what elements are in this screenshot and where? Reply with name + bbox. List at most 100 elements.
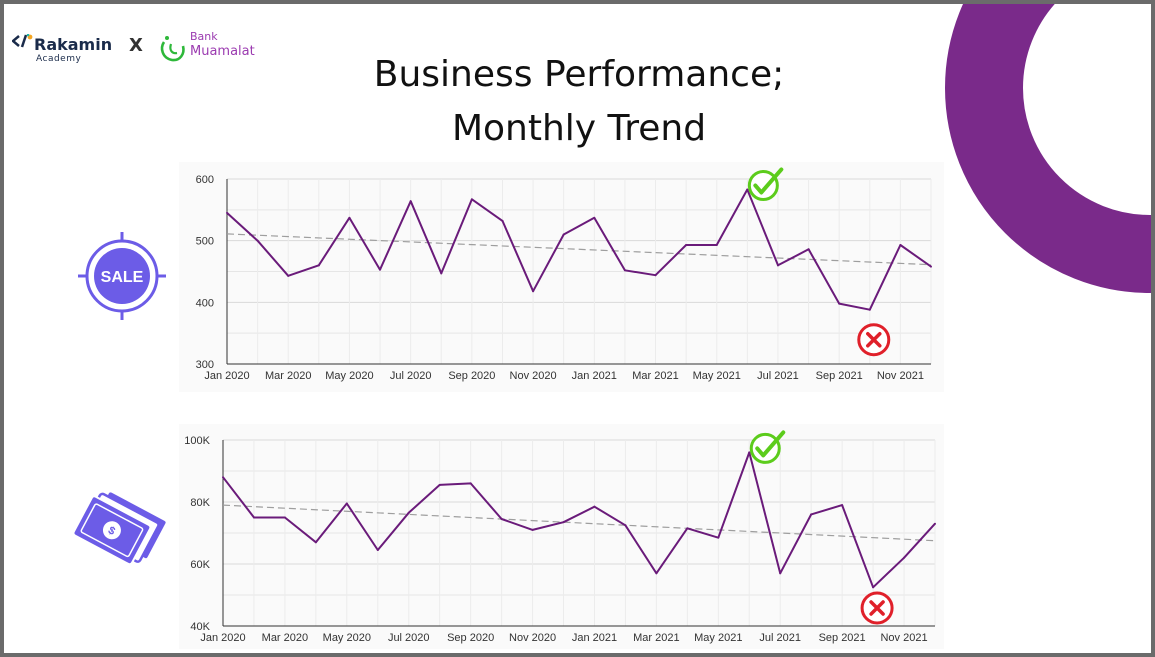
data-point	[500, 518, 503, 521]
x-tick-label: Mar 2020	[262, 632, 308, 644]
data-point	[686, 527, 689, 530]
x-tick-label: Mar 2020	[265, 370, 311, 382]
data-point	[317, 264, 320, 267]
brand2-line1: Bank	[190, 30, 218, 43]
data-point	[256, 239, 259, 242]
data-point	[531, 528, 534, 531]
data-point	[222, 476, 224, 479]
revenue-chart-panel: 40K 60K 80K 100K Jan 2020 Mar 2020 May 2020 Jul…	[179, 424, 944, 649]
y-tick-label: 600	[196, 174, 214, 186]
data-point	[501, 219, 504, 222]
data-point	[841, 504, 844, 507]
data-point	[685, 243, 688, 246]
money-bills-icon: $	[74, 490, 168, 566]
data-point	[779, 572, 782, 575]
x-tick-label: May 2021	[693, 370, 741, 382]
x-tick-label: Nov 2021	[880, 632, 927, 644]
y-tick-label: 100K	[184, 435, 210, 447]
x-tick-label: Mar 2021	[633, 632, 679, 644]
data-point	[348, 216, 351, 219]
data-point	[715, 243, 718, 246]
x-tick-label: Jul 2021	[759, 632, 801, 644]
data-point	[654, 274, 657, 277]
data-point	[226, 211, 228, 214]
data-point	[872, 586, 875, 589]
x-tick-label: Jul 2020	[388, 632, 430, 644]
data-point	[624, 524, 627, 527]
data-point	[532, 290, 535, 293]
data-point	[903, 556, 906, 559]
series-line	[222, 451, 936, 589]
green-check-icon	[747, 167, 784, 201]
x-tick-label: Sep 2021	[816, 370, 863, 382]
data-point	[593, 216, 596, 219]
data-point	[934, 522, 936, 525]
data-point	[746, 188, 749, 191]
sale-badge-label: SALE	[101, 269, 144, 286]
brand2-line2: Muamalat	[190, 44, 255, 59]
data-point	[776, 264, 779, 267]
x-tick-label: May 2020	[325, 370, 373, 382]
page-title: Business Performance; Monthly Trend	[294, 48, 864, 156]
y-tick-label: 400	[196, 297, 214, 309]
x-tick-label: May 2021	[694, 632, 742, 644]
revenue-line-chart: 40K 60K 80K 100K Jan 2020 Mar 2020 May 2020 Jul…	[184, 430, 936, 644]
data-point	[899, 243, 902, 246]
y-tick-label: 60K	[190, 559, 210, 571]
data-point	[314, 541, 317, 544]
data-point	[717, 536, 720, 539]
y-tick-label: 80K	[190, 497, 210, 509]
y-tick-label: 40K	[190, 621, 210, 633]
data-point	[440, 272, 443, 275]
sales-chart-panel: 300 400 500 600 Jan 2020 Mar 2020 May 2020 Jul …	[179, 162, 944, 392]
data-point	[593, 505, 596, 508]
data-point	[562, 521, 565, 524]
data-point	[810, 513, 813, 516]
series-line	[226, 188, 932, 311]
trend-line	[222, 504, 936, 542]
data-point	[470, 198, 473, 201]
x-tick-label: Sep 2020	[448, 370, 495, 382]
data-point	[748, 451, 751, 454]
rakamin-logo-icon	[12, 34, 33, 48]
decorative-ring	[945, 4, 1151, 293]
data-point	[469, 482, 472, 485]
y-tick-label: 300	[196, 359, 214, 371]
green-check-icon	[749, 430, 786, 464]
brand-name: Rakamin	[34, 35, 113, 54]
data-point	[438, 483, 441, 486]
brand-separator: X	[129, 35, 143, 56]
data-point	[252, 516, 255, 519]
slide: Rakamin Academy X Bank Muamalat Business…	[4, 4, 1151, 653]
data-point	[345, 502, 348, 505]
data-point	[623, 269, 626, 272]
data-point	[868, 308, 871, 311]
x-tick-label: Jan 2020	[204, 370, 249, 382]
x-tick-label: Sep 2021	[819, 632, 866, 644]
x-tick-label: Mar 2021	[632, 370, 678, 382]
x-tick-label: Nov 2021	[877, 370, 924, 382]
x-tick-label: Sep 2020	[447, 632, 494, 644]
title-line-1: Business Performance;	[373, 54, 785, 95]
trend-line	[226, 233, 932, 266]
x-tick-label: Jul 2020	[390, 370, 432, 382]
data-point	[287, 274, 290, 277]
svg-text:$: $	[106, 524, 117, 537]
brand-sub: Academy	[36, 54, 82, 64]
x-tick-label: Jan 2020	[200, 632, 245, 644]
data-point	[562, 233, 565, 236]
data-point	[379, 268, 382, 271]
data-point	[283, 516, 286, 519]
sale-badge-icon: SALE	[78, 232, 166, 320]
title-line-2: Monthly Trend	[451, 108, 707, 149]
data-point	[807, 248, 810, 251]
data-point	[407, 511, 410, 514]
data-point	[838, 302, 841, 305]
x-tick-label: Nov 2020	[509, 632, 556, 644]
x-tick-label: Jul 2021	[757, 370, 799, 382]
y-tick-label: 500	[196, 236, 214, 248]
x-tick-label: Jan 2021	[572, 632, 617, 644]
x-tick-label: Nov 2020	[510, 370, 557, 382]
data-point	[930, 265, 932, 268]
x-tick-label: May 2020	[323, 632, 371, 644]
